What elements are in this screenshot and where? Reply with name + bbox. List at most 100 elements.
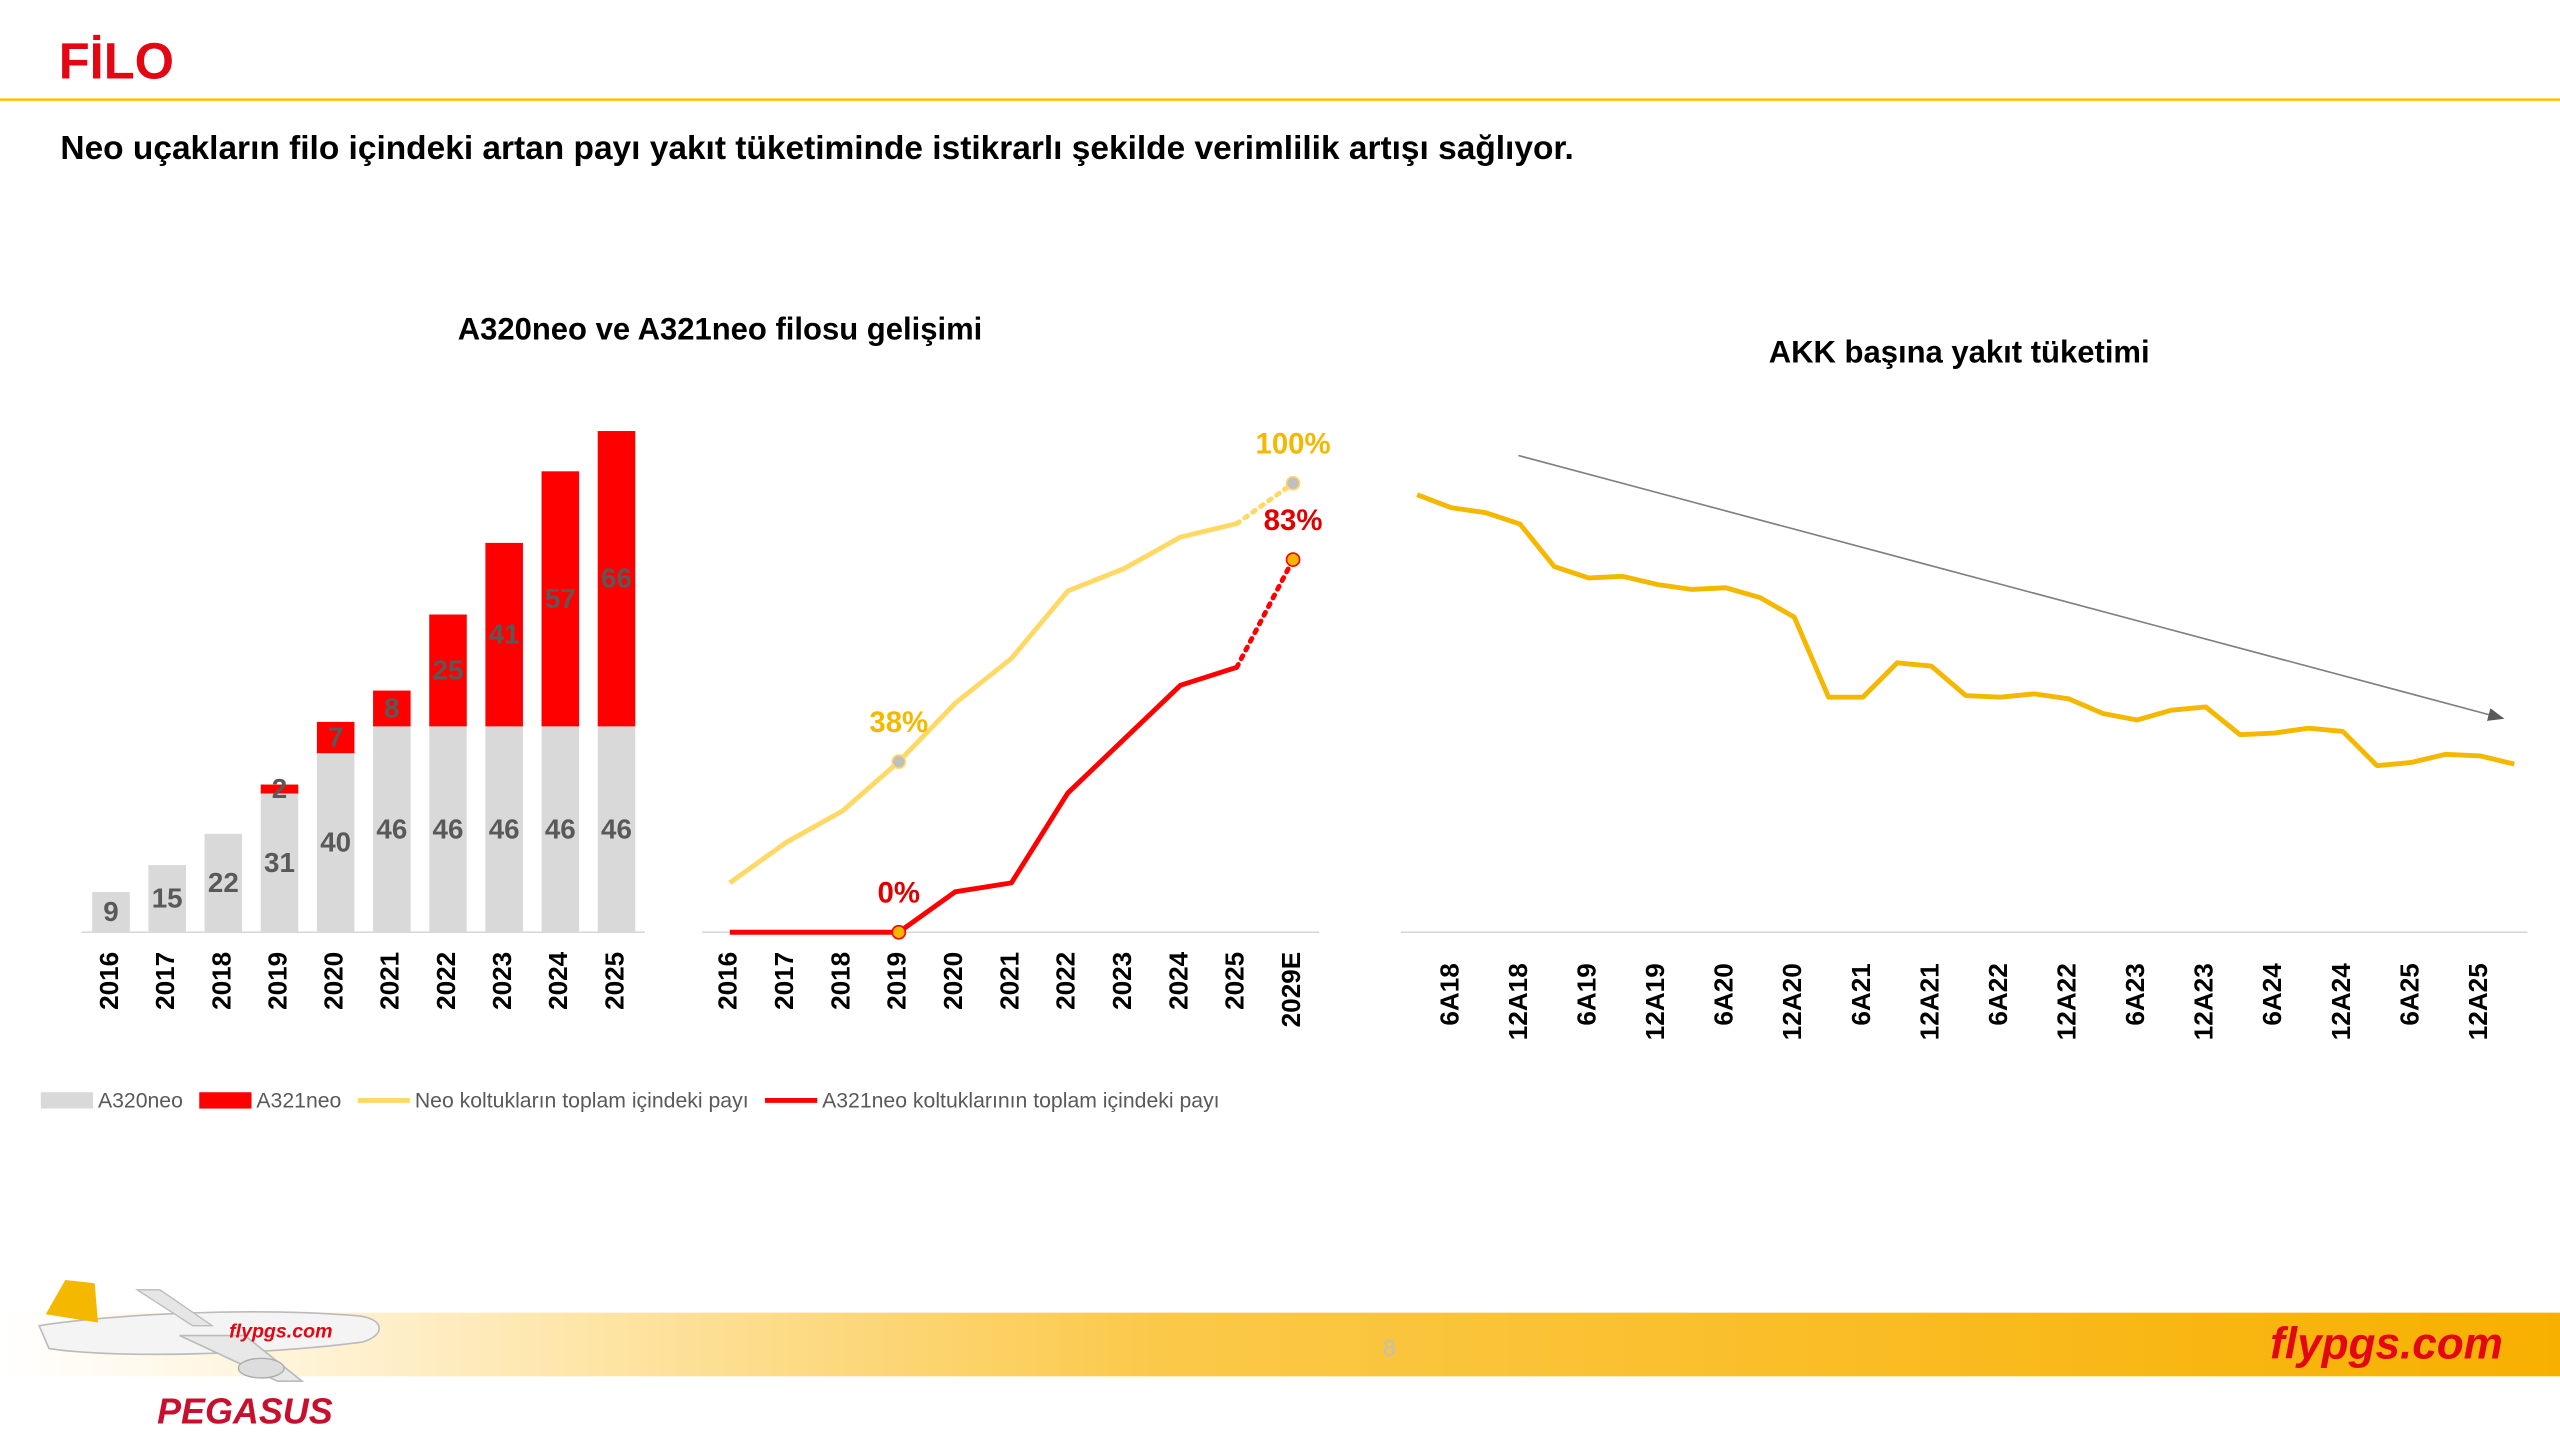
chart-title: AKK başına yakıt tüketimi [1769,334,2150,369]
bar-segment [429,614,467,727]
point-marker [891,754,907,769]
bar-segment [485,726,523,933]
x-tick-label: 2020 [938,952,968,1010]
bar-segment [316,721,355,754]
bar-segment [204,833,243,933]
legend-swatch [199,1092,252,1109]
subtitle: Neo uçakların filo içindeki artan payı y… [60,130,1573,167]
bar-segment [429,726,467,933]
x-tick-label: 2021 [375,952,405,1010]
plane-illustration [38,1280,380,1383]
x-tick-label: 2019 [262,952,292,1010]
x-tick-label: 6A23 [2120,963,2150,1025]
x-tick-label: 12A19 [1640,963,1670,1040]
bar-segment [260,793,299,933]
projected-line [1234,557,1296,670]
series-line [729,665,1238,935]
x-tick-label: 2016 [94,952,124,1010]
x-tick-label: 6A20 [1709,963,1739,1025]
data-label: 46 [545,813,576,844]
x-tick-label: 12A23 [2189,963,2219,1040]
data-label: 0% [878,876,920,909]
bar-segment [316,753,355,933]
bar-segment [260,784,299,794]
data-label: 7 [328,722,343,753]
data-label: 40 [320,827,351,858]
data-label: 83% [1264,504,1323,537]
x-tick-label: 12A18 [1503,963,1533,1040]
x-tick-label: 6A21 [1846,963,1876,1025]
data-label: 2 [272,773,287,804]
data-label: 46 [433,813,464,844]
data-label: 9 [103,896,118,927]
series-line [728,521,1238,885]
point-marker [891,924,907,940]
trend-arrow [1518,454,2505,721]
x-tick-label: 2016 [713,952,743,1010]
x-tick-label: 2017 [769,952,799,1010]
plane-text: flypgs.com [229,1320,332,1342]
x-tick-label: 6A25 [2394,963,2424,1025]
x-tick-label: 12A20 [1777,963,1807,1040]
x-tick-label: 2024 [1163,951,1193,1010]
data-label: 46 [601,813,632,844]
page-number: 8 [1383,1335,1396,1361]
data-label: 22 [208,867,239,898]
bar-segment [597,431,636,727]
x-tick-label: 2019 [882,952,912,1010]
bar-segment [148,865,186,933]
legend-label: Neo koltukların toplam içindeki payı [415,1090,749,1113]
point-marker [1285,475,1301,491]
legend-label: A320neo [98,1090,183,1113]
x-tick-label: 2029E [1276,952,1306,1028]
x-tick-label: 2022 [1051,952,1081,1010]
data-label: 41 [489,619,520,650]
data-label: 38% [869,706,928,739]
x-tick-label: 6A22 [1983,963,2013,1025]
brand-logo: flypgs.com [2270,1320,2503,1369]
x-tick-label: 6A19 [1571,963,1601,1025]
bar-segment [597,726,636,933]
page-title: FİLO [59,33,174,90]
bar-segment [373,726,411,933]
x-tick-label: 2021 [994,952,1024,1010]
data-label: 66 [601,563,632,594]
x-tick-label: 6A18 [1434,963,1464,1025]
x-tick-label: 2025 [1220,952,1250,1010]
x-tick-label: 2022 [431,952,461,1010]
bar-segment [541,726,580,933]
bar-segment [485,542,523,727]
x-tick-label: 12A21 [1914,963,1944,1040]
data-label: 57 [545,583,576,614]
data-label: 31 [264,847,295,878]
x-tick-label: 2025 [599,952,629,1010]
x-tick-label: 2017 [150,952,180,1010]
x-tick-label: 2018 [825,952,855,1010]
data-label: 46 [489,813,520,844]
x-tick-label: 12A25 [2463,963,2493,1040]
legend-label: A321neo koltuklarının toplam içindeki pa… [822,1090,1219,1113]
pegasus-logo: PEGASUS [157,1390,333,1431]
bar-segment [92,891,130,933]
data-label: 46 [376,813,407,844]
series-line [1416,492,2515,769]
legend-label: A321neo [256,1090,341,1113]
x-tick-label: 12A22 [2051,963,2081,1040]
x-tick-label: 2023 [487,952,517,1010]
bar-segment [541,471,580,727]
x-tick-label: 2020 [319,952,349,1010]
x-tick-label: 2023 [1107,952,1137,1010]
data-label: 25 [433,654,464,685]
chart-title: A320neo ve A321neo filosu gelişimi [458,312,983,347]
point-marker [1285,552,1301,567]
data-label: 15 [152,883,183,914]
x-tick-label: 12A24 [2326,963,2356,1040]
data-label: 100% [1255,427,1330,460]
footer-band [0,1312,2560,1377]
x-tick-label: 6A24 [2257,963,2287,1026]
data-label: 8 [384,692,399,723]
projected-line [1234,480,1296,527]
x-tick-label: 2018 [206,952,236,1010]
